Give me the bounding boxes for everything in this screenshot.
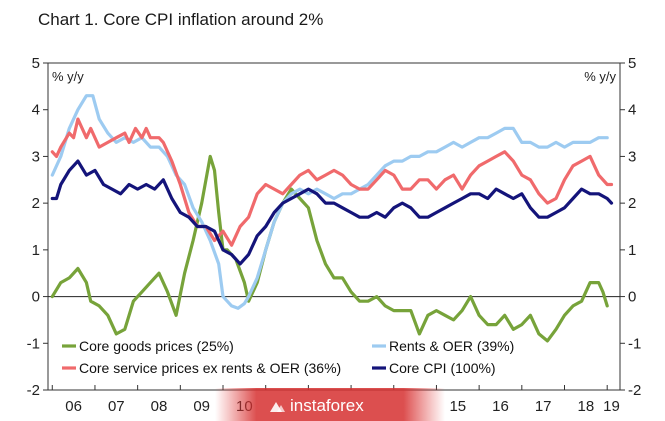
series-line-3 — [50, 159, 614, 266]
x-tick-label: 15 — [449, 398, 466, 415]
y-tick-label-left: 5 — [32, 55, 40, 72]
x-tick-label: 16 — [492, 398, 509, 415]
x-tick-label: 07 — [108, 398, 125, 415]
legend-entry: Rents & OER (39%) — [389, 338, 514, 354]
x-tick-label: 19 — [603, 398, 620, 415]
x-tick-label: 06 — [65, 398, 82, 415]
x-tick-label: 17 — [535, 398, 552, 415]
series-line-1 — [50, 94, 609, 310]
y-tick-label-left: 2 — [32, 195, 40, 212]
y-tick-label-left: -2 — [27, 382, 40, 399]
instaforex-logo-icon — [270, 402, 285, 412]
chart-title: Chart 1. Core CPI inflation around 2% — [38, 10, 324, 29]
legend-entry: Core CPI (100%) — [389, 360, 496, 376]
x-tick-label: 18 — [578, 398, 595, 415]
y-tick-label-left: 1 — [32, 242, 40, 259]
legend-entry: Core goods prices (25%) — [79, 338, 234, 354]
y-tick-label-right: 1 — [628, 242, 636, 259]
legend-entry: Core service prices ex rents & OER (36%) — [79, 360, 341, 376]
watermark: instaforex — [215, 388, 445, 421]
watermark-text: instaforex — [290, 396, 364, 415]
y-unit-label-left: % y/y — [52, 69, 84, 84]
y-tick-label-right: 5 — [628, 55, 636, 72]
y-tick-label-left: 0 — [32, 289, 40, 306]
y-tick-label-left: -1 — [27, 335, 40, 352]
y-tick-label-left: 4 — [32, 102, 40, 119]
y-tick-label-right: 2 — [628, 195, 636, 212]
x-tick-label: 08 — [151, 398, 168, 415]
series-line-2 — [50, 117, 614, 247]
y-tick-label-right: -2 — [628, 382, 641, 399]
y-tick-label-right: -1 — [628, 335, 641, 352]
y-tick-label-right: 3 — [628, 148, 636, 165]
series-line-0 — [50, 154, 609, 343]
y-unit-label-right: % y/y — [584, 69, 616, 84]
y-tick-label-right: 4 — [628, 102, 636, 119]
y-tick-label-left: 3 — [32, 148, 40, 165]
x-tick-label: 09 — [193, 398, 210, 415]
y-tick-label-right: 0 — [628, 289, 636, 306]
